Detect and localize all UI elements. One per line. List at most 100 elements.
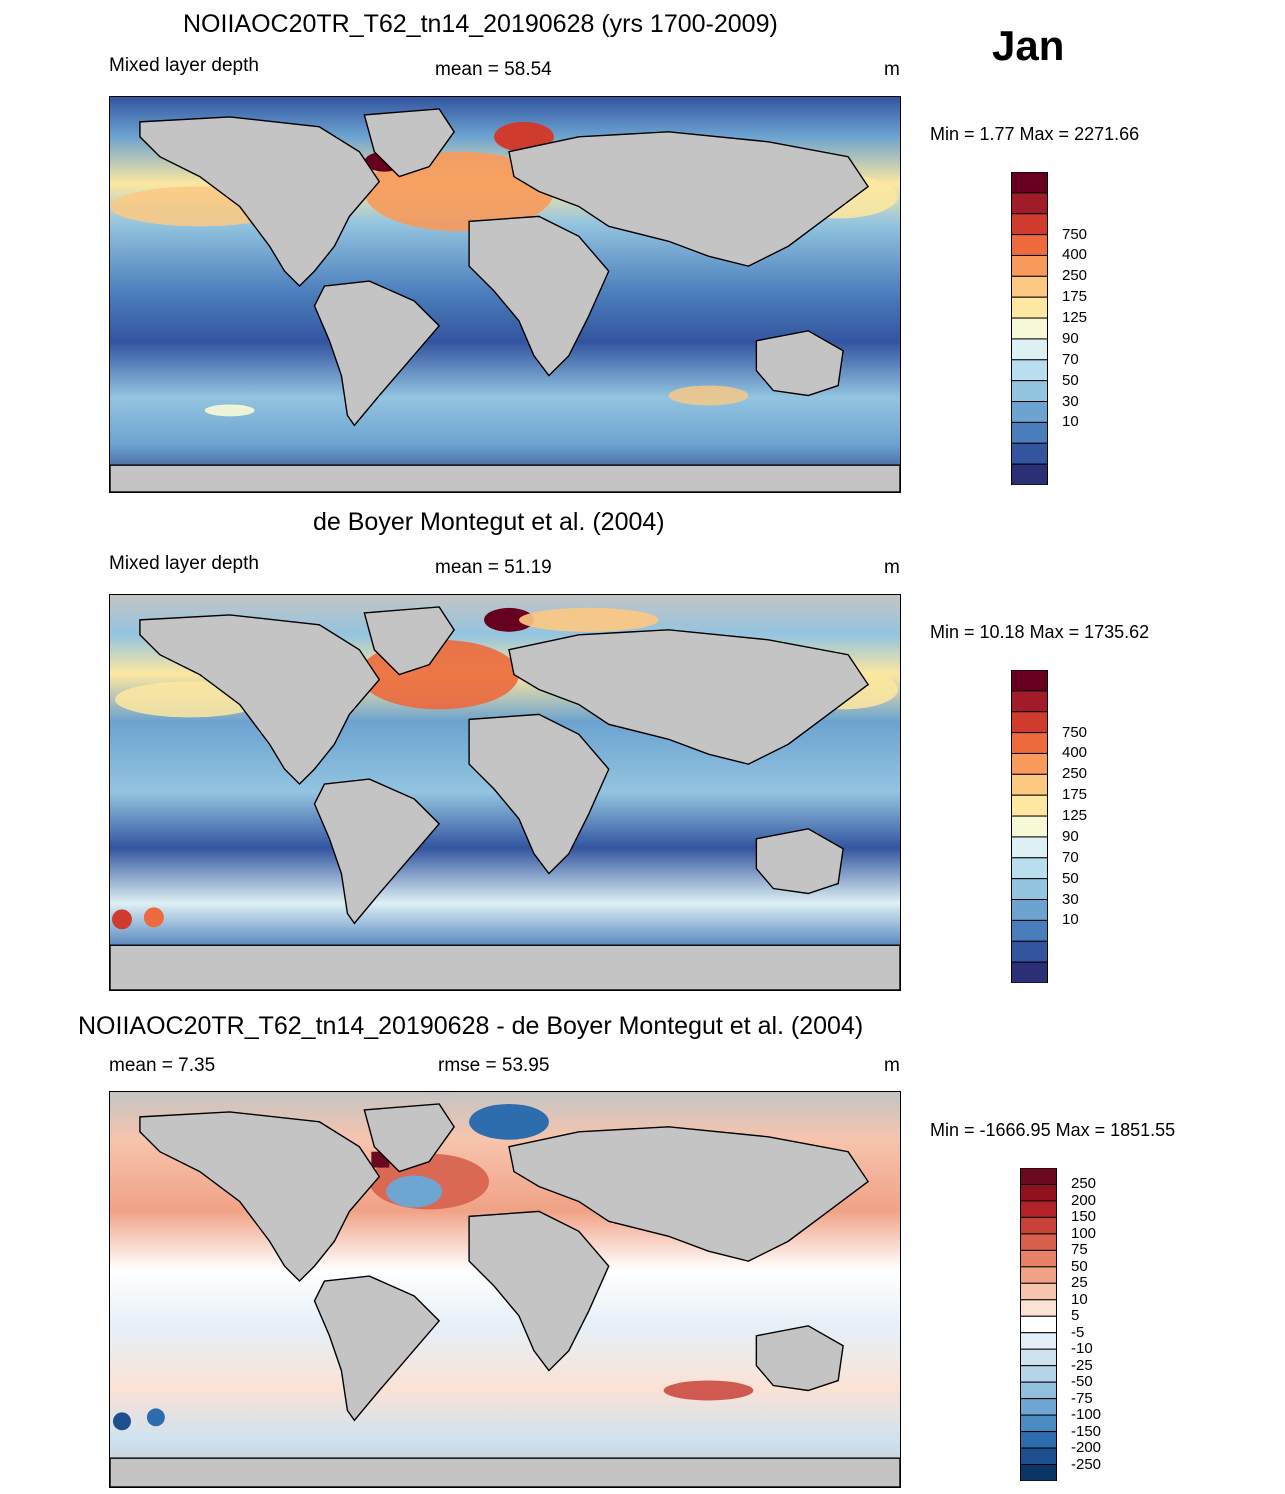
colorbar-cell [1020,1200,1057,1218]
colorbar-label: 90 [1062,827,1079,845]
nordic-seas-maximum [494,121,554,152]
greenland-land [363,108,455,178]
colorbar-cell [1011,815,1048,838]
panel-diff-colorbar [1020,1168,1057,1481]
colorbar-cell [1020,1414,1057,1433]
colorbar-label: 400 [1062,246,1088,264]
africa-land [468,215,610,377]
panel-diff-title: NOIIAOC20TR_T62_tn14_20190628 - de Boyer… [78,1012,864,1040]
africa-land [468,713,610,875]
south-pacific-hotspot-2 [143,907,164,928]
colorbar-cell [1011,961,1048,983]
colorbar-label: 750 [1062,723,1088,741]
colorbar-label: 250 [1071,1175,1097,1193]
panel-model-colorbar [1011,172,1048,485]
panel-model-mean-label: mean = 58.54 [435,59,552,80]
colorbar-label: -150 [1071,1422,1102,1440]
colorbar-cell [1011,172,1048,194]
colorbar-label: 75 [1071,1241,1088,1259]
colorbar-label: 750 [1062,225,1088,243]
colorbar-cell [1011,401,1048,423]
panel-model-units: m [884,59,900,80]
panel-diff-rmse-label: rmse = 53.95 [438,1055,550,1076]
colorbar-label: -100 [1071,1406,1102,1424]
panel-model-map [109,96,901,493]
panel-model-variable-label: Mixed layer depth [109,55,259,76]
eurasia-land [508,131,870,267]
colorbar-label: 175 [1062,288,1088,306]
antarctica-land [110,1457,900,1487]
africa-land [468,1210,610,1372]
south-pacific-patch [204,404,255,417]
colorbar-label: -75 [1071,1389,1093,1407]
south-pacific-negative-bias-2 [146,1408,165,1427]
colorbar-cell [1011,317,1048,340]
colorbar-cell [1011,359,1048,382]
colorbar-cell [1011,773,1048,796]
colorbar-label: -10 [1071,1340,1093,1358]
colorbar-cell [1020,1431,1057,1449]
colorbar-label: 30 [1062,392,1079,410]
colorbar-cell [1011,192,1048,215]
south-america-land [313,1275,441,1422]
colorbar-label: 10 [1071,1290,1088,1308]
greenland-land [363,606,455,676]
colorbar-cell [1020,1398,1057,1416]
colorbar-label: 10 [1062,413,1079,431]
panel-obs-mean-label: mean = 51.19 [435,557,552,578]
colorbar-cell [1011,275,1048,298]
colorbar-cell [1020,1233,1057,1251]
nordic-seas-maximum [484,607,534,632]
north-america-land [139,116,381,288]
eurasia-land [508,1126,870,1262]
panel-diff-colorbar-svg [1020,1168,1057,1481]
panel-obs-colorbar-svg [1011,670,1048,983]
colorbar-label: 250 [1062,267,1088,285]
colorbar-cell [1020,1365,1057,1383]
panel-obs-title: de Boyer Montegut et al. (2004) [313,508,665,536]
eurasia-land [508,629,870,765]
colorbar-label: 25 [1071,1274,1088,1292]
nordic-seas-negative-bias [469,1103,549,1140]
colorbar-cell [1011,338,1048,361]
panel-model-title: NOIIAOC20TR_T62_tn14_20190628 (yrs 1700-… [183,10,778,38]
colorbar-cell [1020,1315,1057,1334]
colorbar-cell [1020,1332,1057,1350]
colorbar-label: 50 [1071,1257,1088,1275]
colorbar-cell [1020,1299,1057,1317]
colorbar-label: 70 [1062,350,1079,368]
colorbar-cell [1020,1266,1057,1284]
south-pacific-negative-bias-1 [112,1412,131,1431]
colorbar-cell [1011,794,1048,817]
south-america-land [313,280,441,427]
colorbar-label: 30 [1062,890,1079,908]
colorbar-cell [1020,1216,1057,1235]
panel-diff-map-svg [110,1092,900,1487]
south-pacific-hotspot-1 [111,909,132,930]
colorbar-cell [1020,1348,1057,1367]
colorbar-cell [1011,463,1048,485]
panel-obs-variable-label: Mixed layer depth [109,553,259,574]
north-america-land [139,614,381,786]
southern-indian-positive-bias [663,1380,754,1401]
colorbar-label: 250 [1062,765,1088,783]
colorbar-label: 10 [1062,911,1079,929]
colorbar-cell [1011,732,1048,754]
colorbar-label: 125 [1062,309,1088,327]
antarctica-land [110,464,900,492]
colorbar-label: 175 [1062,786,1088,804]
colorbar-label: 150 [1071,1208,1097,1226]
panel-obs-minmax: Min = 10.18 Max = 1735.62 [930,622,1150,642]
panel-model-minmax: Min = 1.77 Max = 2271.66 [930,124,1140,144]
panel-diff-map [109,1091,901,1488]
colorbar-cell [1011,442,1048,465]
colorbar-label: -50 [1071,1373,1093,1391]
colorbar-cell [1011,940,1048,963]
colorbar-cell [1011,836,1048,859]
colorbar-cell [1011,857,1048,880]
colorbar-cell [1020,1464,1057,1481]
barents-sea-band [518,607,659,632]
colorbar-cell [1011,380,1048,403]
colorbar-cell [1011,919,1048,942]
south-america-land [313,778,441,925]
